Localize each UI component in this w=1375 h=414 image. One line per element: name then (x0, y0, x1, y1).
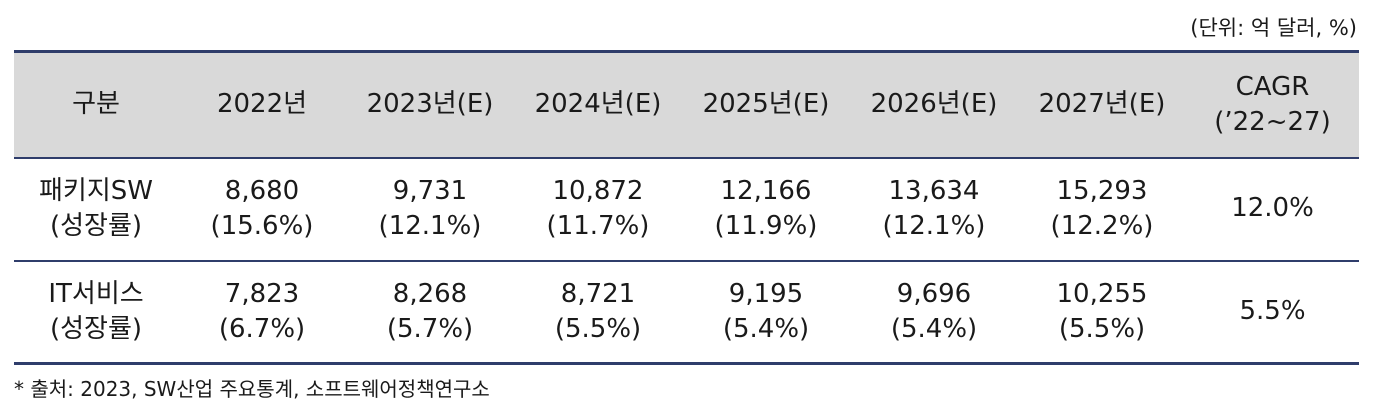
cell-growth: (6.7%) (218, 313, 306, 344)
cell-value: 8,721 (560, 278, 636, 309)
cell-growth: (5.5%) (554, 313, 642, 344)
row-label-sub: (성장률) (49, 313, 143, 344)
header-year-2025: 2025년(E) (702, 89, 830, 120)
row-label-name: IT서비스 (48, 278, 144, 309)
table-row-package-sw: 패키지SW (성장률) 8,680 (15.6%) 9,731 (12.1%) 10… (14, 158, 1359, 261)
market-table: 구분 2022년 2023년(E) 2024년(E) 2025년(E) 2026… (14, 50, 1359, 365)
cell-value: 9,696 (896, 278, 972, 309)
header-cagr-line1: CAGR (1235, 71, 1310, 102)
cell-growth: (5.4%) (722, 313, 810, 344)
cell-growth: (12.1%) (882, 211, 986, 241)
table-cell: 8,721 (5.5%) (514, 261, 682, 364)
cell-growth: (5.4%) (890, 313, 978, 344)
table-cell: 10,872 (11.7%) (514, 158, 682, 261)
cell-growth: (12.2%) (1050, 211, 1154, 241)
header-row: 구분 2022년 2023년(E) 2024년(E) 2025년(E) 2026… (14, 51, 1359, 158)
cell-growth: (11.9%) (714, 211, 818, 241)
header-cagr: CAGR (’22~27) (1186, 52, 1359, 158)
header-category: 구분 (72, 89, 120, 120)
header-year-2023: 2023년(E) (366, 89, 494, 120)
table-cell: 8,268 (5.7%) (346, 261, 514, 364)
cell-value: 10,872 (552, 175, 644, 206)
row-label: 패키지SW (성장률) (14, 158, 178, 261)
unit-label: (단위: 억 달러, %) (1190, 16, 1357, 40)
header-year-2024: 2024년(E) (534, 89, 662, 120)
cell-value: 10,255 (1056, 278, 1148, 309)
header-year-2026: 2026년(E) (870, 89, 998, 120)
cagr-cell: 12.0% (1231, 193, 1314, 224)
cell-value: 8,680 (224, 175, 300, 206)
table-cell: 9,696 (5.4%) (850, 261, 1018, 364)
cell-value: 9,731 (392, 175, 468, 206)
cell-growth: (11.7%) (546, 211, 650, 241)
table-cell: 9,195 (5.4%) (682, 261, 850, 364)
cell-growth: (12.1%) (378, 211, 482, 241)
cell-growth: (5.7%) (386, 313, 474, 344)
cell-value: 13,634 (888, 175, 980, 206)
cell-value: 7,823 (224, 278, 300, 309)
row-label: IT서비스 (성장률) (14, 261, 178, 364)
table-cell: 7,823 (6.7%) (178, 261, 346, 364)
cell-value: 12,166 (720, 175, 812, 206)
header-year-2022: 2022년 (216, 89, 308, 120)
table-cell: 12,166 (11.9%) (682, 158, 850, 261)
cell-value: 8,268 (392, 278, 468, 309)
cell-value: 9,195 (728, 278, 804, 309)
header-cagr-line2: (’22~27) (1214, 106, 1331, 137)
table-cell: 15,293 (12.2%) (1018, 158, 1186, 261)
header-year-2027: 2027년(E) (1038, 89, 1166, 120)
table-cell: 10,255 (5.5%) (1018, 261, 1186, 364)
cell-growth: (5.5%) (1058, 313, 1146, 344)
table-cell: 8,680 (15.6%) (178, 158, 346, 261)
table-cell: 13,634 (12.1%) (850, 158, 1018, 261)
table-row-it-services: IT서비스 (성장률) 7,823 (6.7%) 8,268 (5.7%) 8,72… (14, 261, 1359, 364)
cagr-cell: 5.5% (1239, 296, 1306, 327)
cell-value: 15,293 (1056, 175, 1148, 206)
source-note: * 출처: 2023, SW산업 주요통계, 소프트웨어정책연구소 (14, 377, 490, 401)
table-cell: 9,731 (12.1%) (346, 158, 514, 261)
row-label-sub: (성장률) (49, 211, 143, 241)
cell-growth: (15.6%) (210, 211, 314, 241)
row-label-name: 패키지SW (39, 175, 153, 206)
